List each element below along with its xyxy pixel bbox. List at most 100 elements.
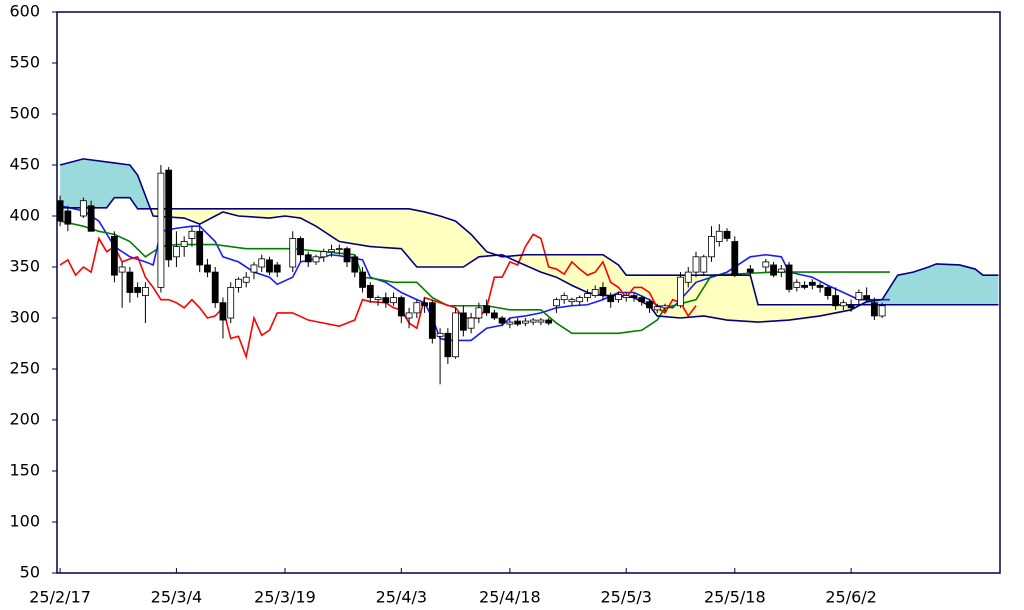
candle-body [304, 254, 312, 263]
candle-body [359, 271, 366, 288]
candle-body [436, 332, 444, 337]
candle-body [366, 284, 374, 298]
y-tick-label: 450 [9, 155, 40, 174]
candle-body [545, 319, 553, 324]
candle-body [576, 297, 584, 303]
candle-body [235, 278, 242, 288]
candle-body [700, 256, 708, 273]
candle-body [762, 261, 770, 268]
candle-body [289, 238, 297, 268]
y-tick-label: 600 [9, 2, 40, 21]
candle-body [560, 295, 568, 301]
candle-body [816, 284, 824, 288]
x-tick-label: 25/3/19 [254, 588, 316, 607]
x-tick-label: 25/4/18 [479, 588, 541, 607]
candle-body [204, 264, 211, 273]
candle-body [708, 235, 715, 258]
candle-body [615, 294, 622, 301]
candle-body [684, 271, 692, 283]
candle-body [475, 307, 483, 319]
candle-body [134, 286, 142, 293]
candle-body [661, 305, 669, 309]
y-tick-label: 350 [9, 257, 40, 276]
line [59, 233, 697, 360]
candle-body [870, 302, 878, 317]
candle-body [646, 301, 653, 309]
y-tick-label: 50 [20, 563, 40, 582]
candle-body [622, 295, 630, 298]
candle-body [428, 302, 436, 339]
x-tick-label: 25/5/3 [600, 588, 652, 607]
x-tick-label: 25/4/3 [376, 588, 428, 607]
candle-body [607, 295, 615, 303]
candle-body [832, 295, 839, 307]
candle-body [273, 264, 281, 273]
candle-body [801, 284, 808, 288]
candle-body [529, 319, 537, 323]
candle-body [118, 266, 126, 273]
candle-body [715, 230, 723, 242]
candle-body [847, 305, 855, 309]
y-tick-label: 100 [9, 512, 40, 531]
candle-body [87, 205, 95, 232]
candle-body [459, 312, 467, 331]
candle-body [568, 299, 576, 303]
candle-body [196, 230, 204, 266]
candle-body [444, 332, 452, 358]
candle-body [227, 286, 235, 319]
candle-body [351, 256, 359, 273]
candle-body [56, 200, 64, 222]
candle-body [211, 271, 219, 304]
candle-body [452, 312, 460, 358]
y-tick-label: 200 [9, 410, 40, 429]
plot-frame [56, 11, 1001, 574]
candle-body [584, 293, 591, 298]
candle-body [638, 297, 646, 303]
candle-body [793, 281, 801, 288]
lines [59, 158, 999, 360]
candle-body [490, 312, 498, 319]
candle-body [653, 306, 661, 311]
candle-body [677, 276, 684, 307]
candle-body [483, 305, 491, 314]
candle-body [219, 302, 227, 321]
candle-body [320, 251, 328, 258]
candle-body [390, 297, 397, 304]
candle-body [506, 321, 514, 325]
candle-body [746, 268, 754, 273]
candle-body [630, 295, 638, 298]
candle-body [537, 319, 545, 323]
candle-body [839, 302, 847, 307]
x-tick-label: 25/5/18 [704, 588, 766, 607]
candle-body [250, 264, 258, 273]
candle-body [878, 305, 886, 317]
candle-body [188, 230, 196, 239]
y-tick-label: 250 [9, 359, 40, 378]
candle-body [591, 289, 599, 296]
candle-body [421, 302, 428, 307]
candle-body [165, 169, 173, 261]
x-tick-label: 25/3/4 [151, 588, 203, 607]
candle-body [297, 238, 304, 256]
candle-body [808, 281, 816, 286]
line [60, 196, 999, 306]
line [59, 205, 890, 342]
candle-body [258, 258, 266, 268]
candle-body [498, 317, 506, 324]
candle-body [64, 210, 72, 225]
candle-body [266, 259, 273, 273]
candle-body [343, 248, 351, 263]
line [59, 158, 999, 323]
candle-body [328, 249, 335, 253]
candle-body [863, 295, 871, 301]
candle-body [467, 317, 475, 329]
candle-body [777, 268, 785, 273]
candle-body [157, 172, 165, 288]
candle-body [731, 241, 739, 276]
candle-body [126, 271, 134, 293]
candle-body [723, 230, 731, 239]
candle-body [692, 256, 700, 273]
candle-body [824, 286, 832, 296]
candle-body [382, 297, 390, 304]
